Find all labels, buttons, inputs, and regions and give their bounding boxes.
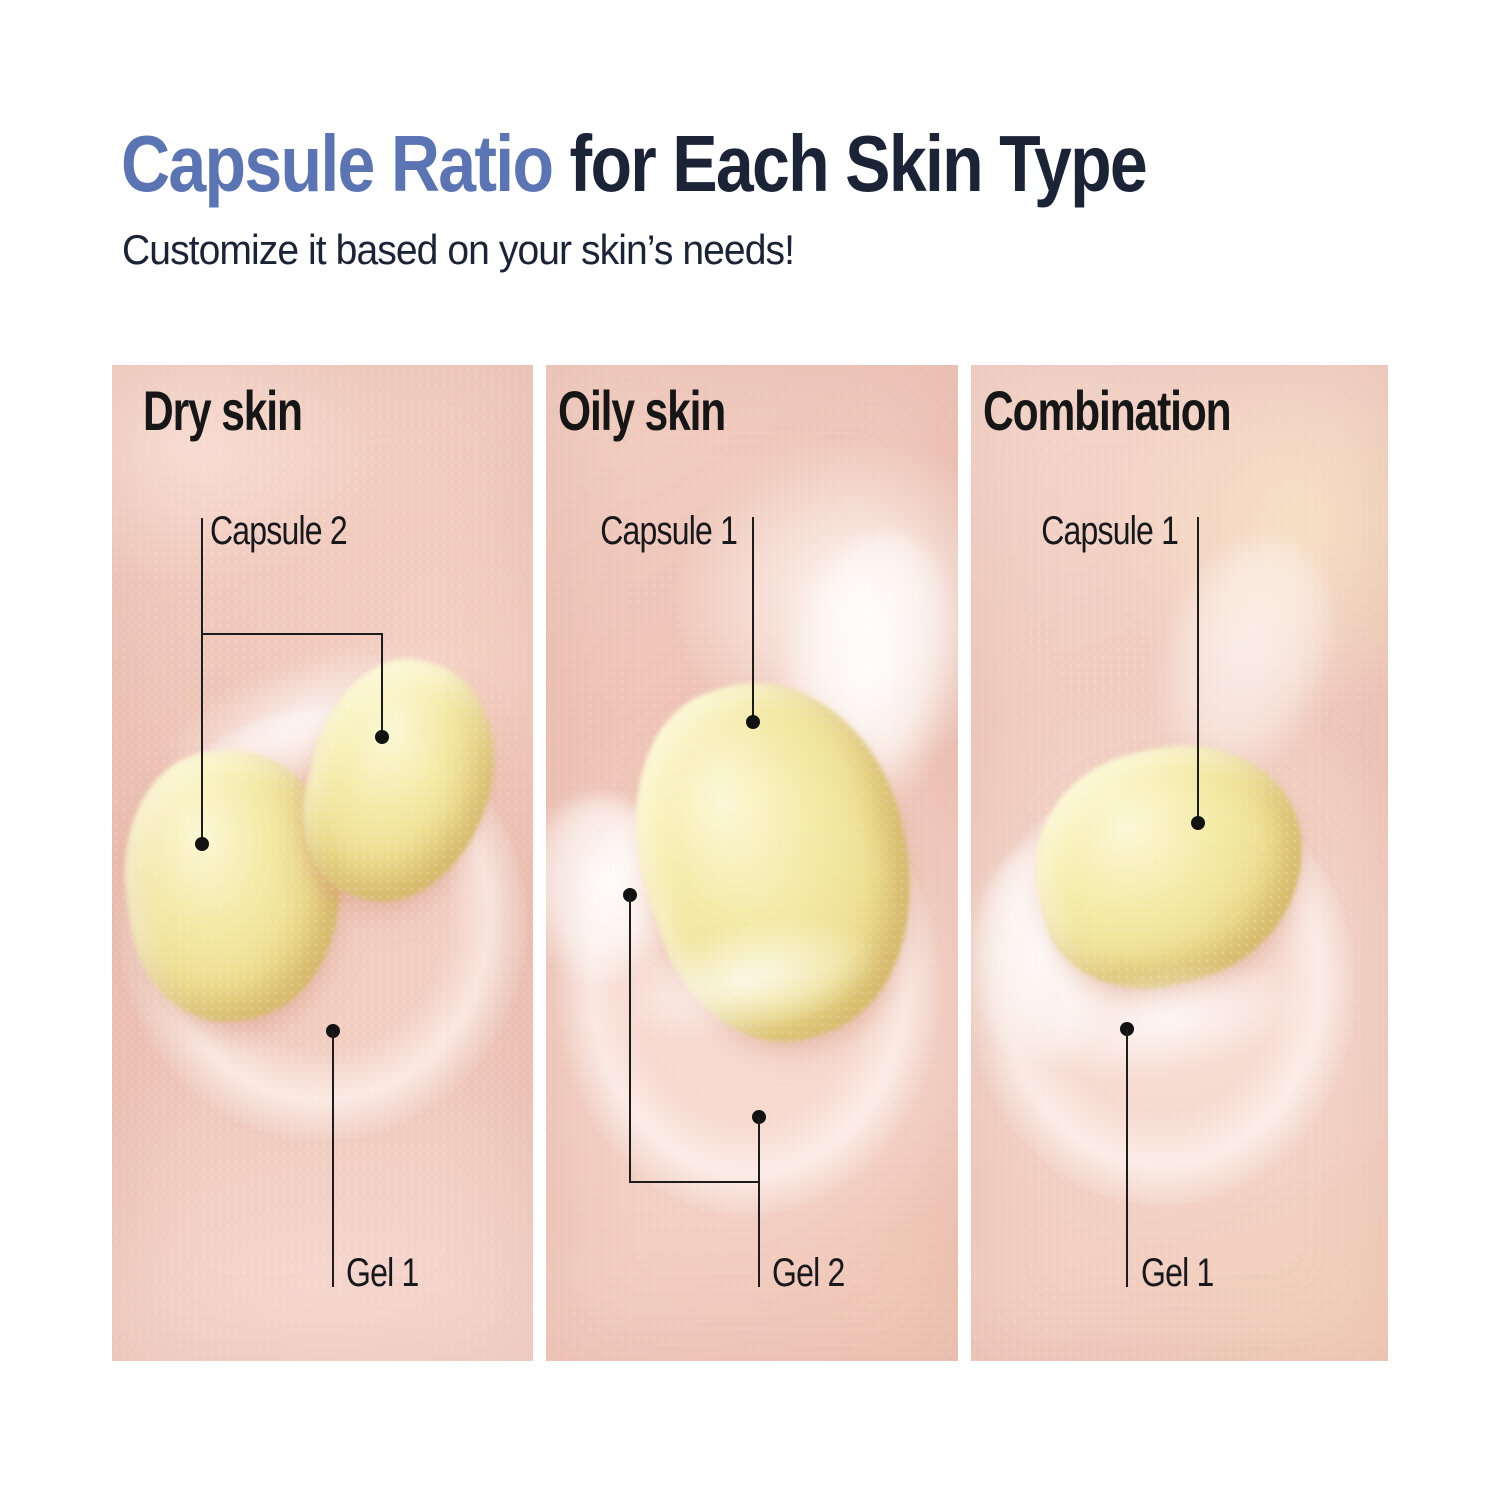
capsule-label: Capsule 1 xyxy=(1041,509,1179,553)
panel-oily-skin: Oily skin Capsule 1 Gel 2 xyxy=(546,365,958,1361)
annotation-dot xyxy=(195,837,209,851)
annotation-line xyxy=(201,633,383,635)
annotation-line xyxy=(629,895,631,1183)
page-title: Capsule Ratio for Each Skin Type xyxy=(121,119,1148,208)
page-subtitle: Customize it based on your skin’s needs! xyxy=(122,226,795,273)
panel-title: Combination xyxy=(983,379,1232,442)
annotation-line xyxy=(381,633,383,739)
annotation-line xyxy=(201,518,203,844)
annotation-dot xyxy=(375,730,389,744)
gel-label: Gel 2 xyxy=(772,1251,845,1295)
annotation-line xyxy=(758,1117,760,1183)
panel-title: Dry skin xyxy=(143,379,303,442)
annotation-line xyxy=(752,517,754,723)
annotation-line xyxy=(1197,517,1199,823)
annotation-line xyxy=(1126,1029,1128,1287)
capsule-label: Capsule 1 xyxy=(600,509,738,553)
page-title-highlight: Capsule Ratio xyxy=(121,119,554,208)
panel-title: Oily skin xyxy=(558,379,726,442)
panel-combination: Combination Capsule 1 Gel 1 xyxy=(971,365,1388,1361)
capsule-label: Capsule 2 xyxy=(210,509,348,553)
annotation-line xyxy=(629,1181,760,1183)
annotation-line xyxy=(758,1181,760,1287)
page-title-rest: for Each Skin Type xyxy=(552,119,1148,208)
annotation-dot xyxy=(746,715,760,729)
gel-label: Gel 1 xyxy=(1141,1251,1214,1295)
panel-dry-skin: Dry skin Capsule 2 Gel 1 xyxy=(112,365,533,1361)
gel-label: Gel 1 xyxy=(346,1251,419,1295)
annotation-line xyxy=(332,1031,334,1287)
annotation-dot xyxy=(1191,816,1205,830)
